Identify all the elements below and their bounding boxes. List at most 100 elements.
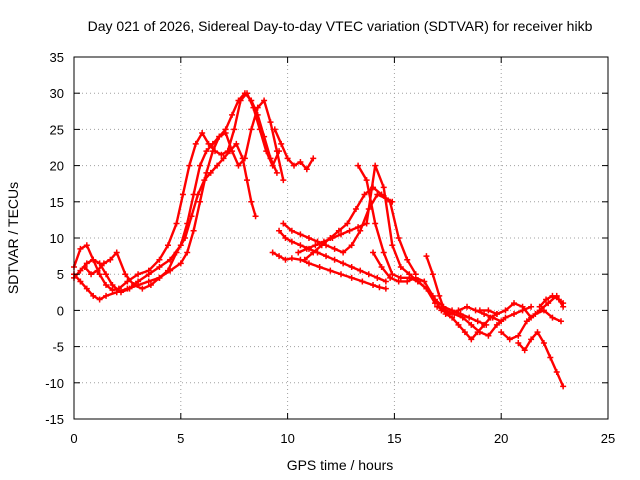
data-point xyxy=(468,321,475,328)
data-point xyxy=(252,213,259,220)
data-point xyxy=(344,220,351,227)
data-point xyxy=(528,336,535,343)
data-point xyxy=(103,282,110,289)
series-arc-17 xyxy=(498,307,565,343)
data-point xyxy=(88,271,95,278)
data-point xyxy=(182,235,189,241)
data-point xyxy=(280,177,287,184)
series-line xyxy=(356,164,488,327)
data-point xyxy=(295,249,302,256)
data-point xyxy=(222,130,229,137)
data-point xyxy=(382,278,389,285)
data-point xyxy=(323,253,330,260)
data-point xyxy=(156,256,163,263)
data-point xyxy=(549,314,556,321)
tick-layer: 0 5 10 15 20 25 -15 -10 -5 0 5 10 15 20 25 30 35 xyxy=(45,50,615,446)
data-point xyxy=(303,166,310,173)
data-point xyxy=(515,339,522,346)
data-point xyxy=(83,260,90,267)
data-point xyxy=(312,242,319,249)
data-point xyxy=(502,314,509,321)
data-point xyxy=(395,235,402,241)
data-point xyxy=(558,318,565,325)
y-tick-label: 35 xyxy=(50,50,64,65)
data-point xyxy=(267,119,274,126)
series-arc-18 xyxy=(536,292,567,310)
data-point xyxy=(363,220,370,227)
data-point xyxy=(549,292,556,299)
series-arc-14 xyxy=(434,303,535,339)
data-point xyxy=(387,274,394,281)
data-point xyxy=(481,311,488,318)
data-point xyxy=(560,383,567,390)
data-point xyxy=(506,336,513,343)
data-point xyxy=(543,296,550,303)
data-point xyxy=(378,263,385,270)
data-point xyxy=(310,155,317,162)
data-point xyxy=(320,238,327,245)
data-point xyxy=(511,300,518,307)
data-point xyxy=(147,282,154,289)
y-tick-label: -15 xyxy=(45,412,64,427)
data-point xyxy=(164,242,171,249)
data-point xyxy=(547,354,554,361)
data-point xyxy=(380,249,387,256)
data-point xyxy=(370,282,377,289)
data-point xyxy=(553,368,560,375)
x-tick-label: 25 xyxy=(601,431,615,446)
data-point xyxy=(194,191,201,198)
y-axis-label: SDTVAR / TECUs xyxy=(5,182,21,294)
data-point xyxy=(540,339,547,346)
data-point xyxy=(365,271,372,278)
data-point xyxy=(244,177,251,184)
data-point xyxy=(380,184,387,191)
data-point xyxy=(301,256,308,263)
data-point xyxy=(282,256,289,263)
data-point xyxy=(124,285,131,292)
series-arc-16 xyxy=(515,329,567,390)
data-point xyxy=(485,332,492,339)
data-point xyxy=(280,220,287,227)
data-point xyxy=(436,292,443,299)
data-point xyxy=(288,227,295,234)
data-point xyxy=(451,311,458,318)
data-point xyxy=(297,158,304,165)
data-point xyxy=(267,155,274,162)
data-point xyxy=(273,148,280,155)
series-arc-2 xyxy=(71,90,280,296)
data-point xyxy=(515,332,522,339)
series-line xyxy=(425,254,499,341)
data-point xyxy=(389,242,396,249)
data-point xyxy=(404,256,411,263)
data-point xyxy=(421,278,428,285)
y-tick-label: 20 xyxy=(50,159,64,174)
data-point xyxy=(248,198,255,205)
x-tick-label: 0 xyxy=(70,431,77,446)
data-point xyxy=(282,235,289,241)
data-point xyxy=(352,206,359,213)
data-point xyxy=(130,282,137,289)
data-point xyxy=(455,321,462,328)
data-point xyxy=(94,267,101,274)
data-point xyxy=(305,260,312,267)
series-line xyxy=(83,142,257,290)
data-point xyxy=(370,249,377,256)
data-point xyxy=(190,227,197,234)
data-point xyxy=(468,336,475,343)
data-point xyxy=(216,133,223,140)
data-point xyxy=(83,242,90,249)
data-point xyxy=(77,278,84,285)
data-point xyxy=(502,307,509,314)
data-point xyxy=(109,287,116,294)
data-point xyxy=(203,148,210,155)
data-point xyxy=(434,303,441,310)
data-point xyxy=(113,249,120,256)
data-point xyxy=(229,111,236,118)
data-point xyxy=(122,271,129,278)
data-point xyxy=(156,274,163,281)
series-layer xyxy=(71,90,567,390)
data-point xyxy=(177,260,184,267)
data-point xyxy=(103,271,110,278)
data-point xyxy=(459,314,466,321)
